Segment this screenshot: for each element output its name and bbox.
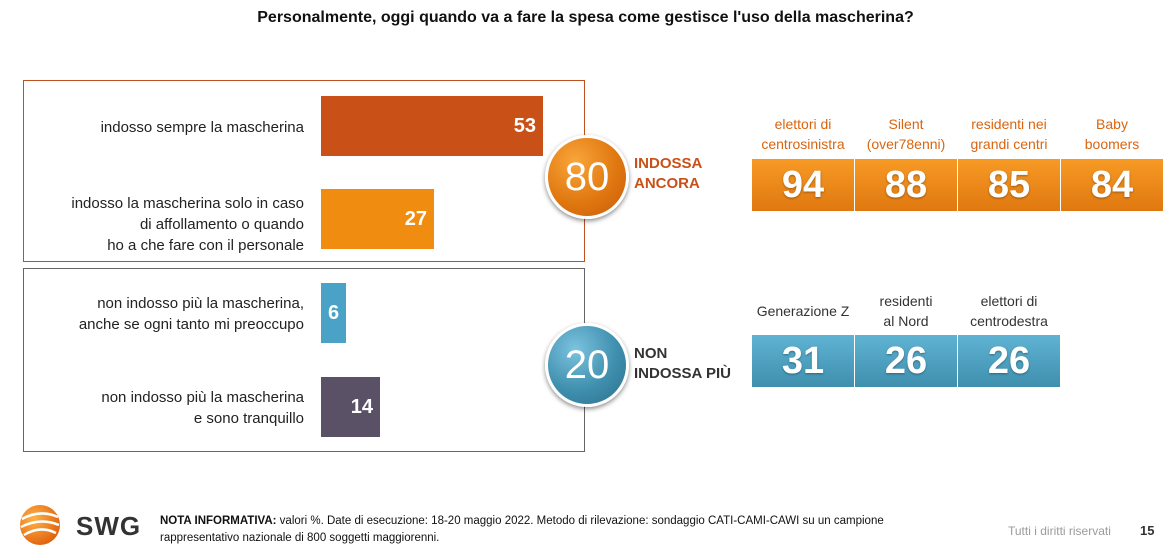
total-value: 20 <box>564 342 610 387</box>
row-label-line: e sono tranquillo <box>193 410 304 427</box>
segment-label: Generazione Z <box>752 301 854 321</box>
bar-tranquillo: 14 <box>321 377 380 437</box>
row-label-line: anche se ogni tanto mi preoccupo <box>78 316 304 333</box>
bar-value-label: 53 <box>513 114 536 137</box>
row-label-affollamento: indosso la mascherina solo in caso di af… <box>24 193 304 256</box>
segment-label-line: Silent <box>888 116 924 132</box>
segment-tile: 84 <box>1061 159 1163 211</box>
row-label-tranquillo: non indosso più la mascherina e sono tra… <box>24 387 304 429</box>
row-label-preoccupo: non indosso più la mascherina, anche se … <box>24 293 304 335</box>
segment-value: 26 <box>987 339 1031 382</box>
segment-label-line: Baby <box>1096 116 1128 132</box>
segment-label: Baby boomers <box>1061 114 1163 154</box>
segment-value: 26 <box>884 339 928 382</box>
bar-sempre: 53 <box>321 96 543 156</box>
segment-tile: 88 <box>855 159 957 211</box>
segment-value: 31 <box>781 339 825 382</box>
bar-value-label: 27 <box>404 207 427 230</box>
row-label-sempre: indosso sempre la mascherina <box>24 117 304 138</box>
group-label-not-wears: NON INDOSSA PIÙ <box>634 344 731 384</box>
swg-logo-icon <box>16 503 64 551</box>
rights-text: Tutti i diritti riservati <box>1008 524 1111 538</box>
footer-note-text: valori %. Date di esecuzione: 18-20 magg… <box>276 515 884 527</box>
footer-note: NOTA INFORMATIVA: valori %. Date di esec… <box>160 513 960 547</box>
row-label-line: indosso sempre la mascherina <box>100 119 304 136</box>
bar-value-label: 6 <box>327 301 340 324</box>
bar-affollamento: 27 <box>321 189 434 249</box>
group-label-line: INDOSSA <box>634 155 703 172</box>
footer-note-line: NOTA INFORMATIVA: valori %. Date di esec… <box>160 513 960 530</box>
bar-value-label: 14 <box>350 395 373 418</box>
row-label-line: non indosso più la mascherina, <box>97 295 304 312</box>
segment-tile: 26 <box>958 335 1060 387</box>
segment-tile: 26 <box>855 335 957 387</box>
segment-value: 85 <box>987 163 1031 206</box>
segment-label: residenti nei grandi centri <box>958 114 1060 154</box>
segment-label-line: al Nord <box>883 313 929 329</box>
group-label-line: INDOSSA PIÙ <box>634 365 731 382</box>
footer-note-line: rappresentativo nazionale di 800 soggett… <box>160 532 440 544</box>
row-label-line: ho a che fare con il personale <box>107 237 304 254</box>
footer-note-heading: NOTA INFORMATIVA: <box>160 515 277 527</box>
page-number: 15 <box>1140 523 1155 538</box>
segment-label-line: grandi centri <box>970 136 1048 152</box>
segment-label-line: centrodestra <box>970 313 1048 329</box>
group-label-line: NON <box>634 345 668 362</box>
segment-label-line: centrosinistra <box>761 136 845 152</box>
segment-label: elettori di centrodestra <box>958 291 1060 331</box>
segment-label: Silent (over78enni) <box>855 114 957 154</box>
row-label-line: indosso la mascherina solo in caso <box>71 195 304 212</box>
group-label-line: ANCORA <box>634 175 700 192</box>
group-label-wears: INDOSSA ANCORA <box>634 154 702 194</box>
brand-name: SWG <box>76 511 142 541</box>
segment-label-line: Generazione Z <box>756 303 850 319</box>
bar-preoccupo: 6 <box>321 283 346 343</box>
segment-tile: 94 <box>752 159 854 211</box>
chart-title: Personalmente, oggi quando va a fare la … <box>257 9 914 26</box>
total-value: 80 <box>564 154 610 199</box>
segment-label: elettori di centrosinistra <box>752 114 854 154</box>
segment-label-line: elettori di <box>774 116 832 132</box>
segment-label-line: elettori di <box>980 293 1038 309</box>
segment-tile: 85 <box>958 159 1060 211</box>
segment-label: residenti al Nord <box>855 291 957 331</box>
segment-label-line: residenti <box>879 293 933 309</box>
segment-label-line: residenti nei <box>971 116 1047 132</box>
total-circle-not-wears: 20 <box>545 323 629 407</box>
segment-value: 94 <box>781 163 825 206</box>
segment-value: 84 <box>1090 163 1134 206</box>
segment-label-line: boomers <box>1084 136 1140 152</box>
segment-tile: 31 <box>752 335 854 387</box>
row-label-line: non indosso più la mascherina <box>101 389 304 406</box>
row-label-line: di affollamento o quando <box>139 216 304 233</box>
total-circle-wears: 80 <box>545 135 629 219</box>
segment-value: 88 <box>884 163 928 206</box>
segment-label-line: (over78enni) <box>866 136 946 152</box>
